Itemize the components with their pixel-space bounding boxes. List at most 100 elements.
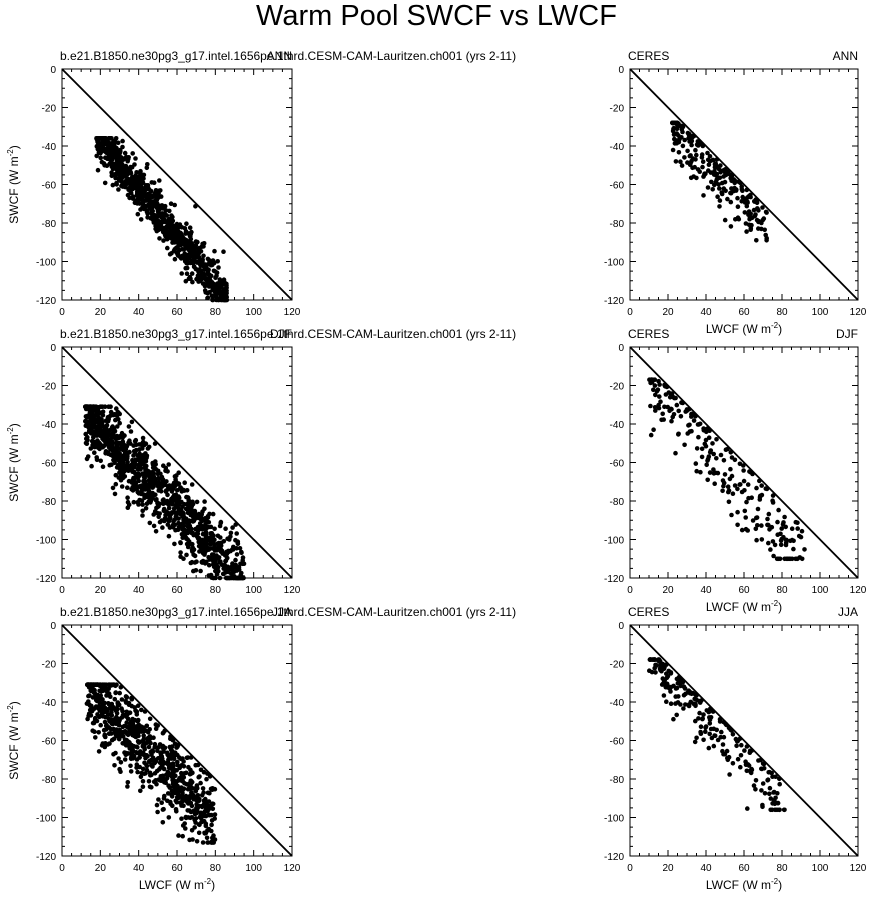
panel-right-label: JJA: [838, 605, 858, 619]
data-point: [93, 697, 99, 703]
data-point: [88, 417, 93, 422]
data-point: [729, 173, 735, 178]
x-tick-label: 60: [171, 585, 183, 596]
data-point: [683, 409, 688, 414]
data-point: [694, 446, 700, 451]
data-point: [214, 547, 219, 553]
data-point: [97, 714, 102, 720]
data-point: [170, 781, 176, 787]
data-point: [200, 840, 206, 845]
data-point: [109, 441, 115, 446]
data-point: [238, 575, 243, 581]
data-point: [158, 765, 163, 771]
data-point: [704, 708, 710, 713]
data-point: [676, 431, 681, 437]
data-point: [674, 685, 680, 691]
data-point: [150, 490, 155, 496]
y-tick-label: -120: [604, 852, 624, 863]
data-point: [187, 274, 193, 280]
data-point: [146, 744, 152, 750]
data-point: [217, 575, 223, 581]
data-point: [170, 764, 176, 769]
data-point: [174, 785, 180, 791]
data-point: [233, 575, 239, 581]
data-point: [130, 458, 135, 464]
data-point: [665, 404, 670, 410]
data-point: [84, 441, 90, 447]
data-point: [109, 152, 114, 157]
data-point: [176, 481, 182, 487]
data-point: [169, 489, 175, 494]
data-point: [752, 199, 757, 204]
data-point: [742, 210, 748, 215]
data-point: [149, 180, 155, 185]
data-point: [175, 500, 180, 505]
data-point: [108, 712, 114, 718]
data-point: [756, 226, 761, 231]
data-point: [678, 159, 683, 164]
data-point: [108, 409, 114, 415]
data-point: [755, 523, 760, 528]
data-point: [149, 757, 155, 763]
data-point: [156, 205, 161, 211]
data-point: [683, 702, 688, 707]
data-point: [147, 193, 153, 198]
data-point: [153, 529, 159, 534]
data-point: [730, 491, 736, 497]
data-point: [717, 204, 722, 209]
data-point: [679, 123, 685, 129]
data-point: [203, 813, 209, 819]
data-point: [653, 408, 658, 413]
data-point: [155, 723, 160, 728]
data-point: [200, 259, 205, 264]
data-point: [234, 568, 240, 573]
data-point: [692, 739, 698, 745]
data-point: [234, 546, 239, 551]
data-point: [94, 682, 100, 687]
data-point: [165, 486, 171, 492]
data-point: [134, 200, 140, 206]
data-point: [193, 762, 198, 768]
data-point: [152, 465, 157, 471]
data-point: [704, 426, 710, 432]
data-point: [705, 477, 710, 483]
data-point: [165, 223, 171, 228]
data-point: [110, 182, 116, 188]
data-point: [189, 482, 195, 487]
data-point: [211, 559, 216, 564]
y-tick-label: -40: [42, 420, 57, 431]
data-point: [187, 247, 192, 252]
data-point: [165, 492, 170, 498]
data-point: [225, 555, 230, 561]
data-point: [196, 248, 201, 253]
data-point: [213, 565, 219, 571]
data-point: [666, 668, 671, 674]
data-point: [685, 431, 690, 436]
data-point: [685, 689, 691, 695]
data-point: [776, 507, 781, 513]
data-point: [189, 790, 194, 796]
data-point: [140, 784, 146, 789]
panel-right-label: ANN: [267, 49, 292, 63]
data-point: [151, 484, 156, 489]
data-point: [665, 674, 671, 679]
data-point: [97, 441, 102, 446]
data-point: [147, 474, 153, 480]
data-point: [194, 839, 200, 844]
data-point: [706, 745, 712, 751]
data-point: [97, 410, 102, 416]
data-point: [127, 438, 132, 444]
data-point: [102, 180, 108, 186]
data-point: [104, 689, 110, 695]
data-point: [168, 219, 174, 224]
data-point: [729, 473, 735, 479]
data-point: [673, 694, 678, 699]
data-point: [124, 443, 130, 449]
data-point: [204, 776, 209, 782]
data-point: [100, 464, 106, 470]
data-point: [94, 153, 99, 159]
data-point: [115, 700, 120, 706]
data-point: [170, 235, 176, 241]
data-point: [732, 457, 738, 463]
data-point: [92, 450, 97, 456]
